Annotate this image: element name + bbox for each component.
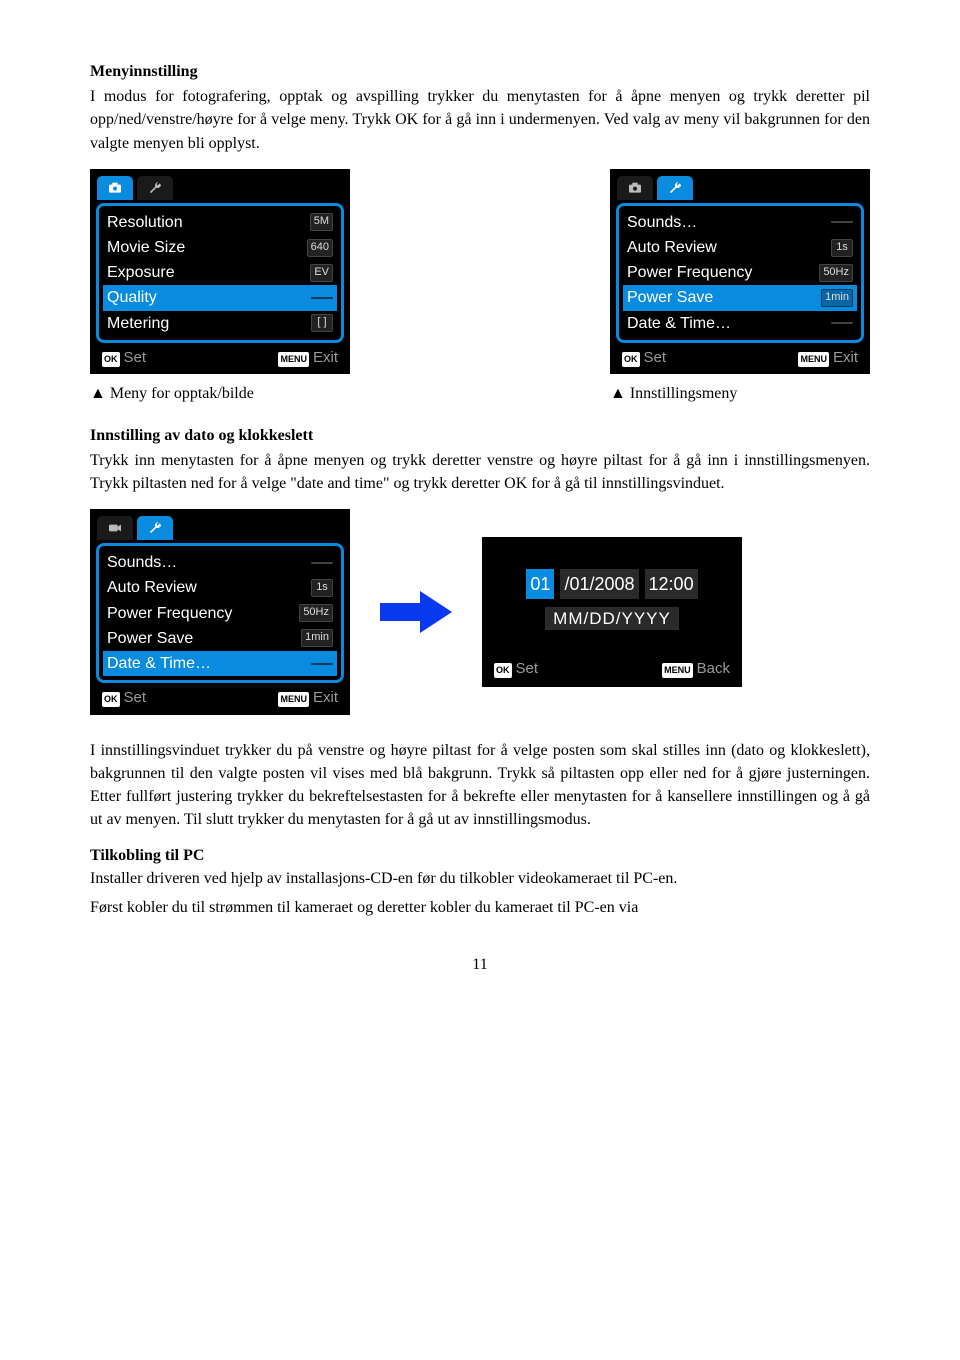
menu-item-powersave: Power Save1min <box>623 285 857 310</box>
tab-camera-icon <box>96 175 134 201</box>
paragraph-connect: Først kobler du til strømmen til kamerae… <box>90 896 870 919</box>
ok-key-icon: OK <box>622 352 640 367</box>
menu-item-sounds: Sounds… <box>623 210 857 235</box>
menu-key-icon: MENU <box>278 352 309 367</box>
ok-key-icon: OK <box>494 663 512 678</box>
menu-footer: OKSet MENUExit <box>96 683 344 709</box>
menu-settings-datetime: Sounds… Auto Review1s Power Frequency50H… <box>90 509 350 715</box>
menu-list: Resolution5M Movie Size640 ExposureEV Qu… <box>96 203 344 343</box>
tab-wrench-icon <box>656 175 694 201</box>
datetime-editor: 01 /01/2008 12:00 MM/DD/YYYY OKSet MENUB… <box>482 537 742 687</box>
caption-capture-menu: ▲ Meny for opptak/bilde <box>90 382 350 405</box>
tab-wrench-icon <box>136 175 174 201</box>
caption-settings-menu: ▲ Innstillingsmeny <box>610 382 870 405</box>
menu-item-powerfreq: Power Frequency50Hz <box>103 601 337 626</box>
menu-item-datetime: Date & Time… <box>623 311 857 336</box>
menu-list: Sounds… Auto Review1s Power Frequency50H… <box>616 203 864 343</box>
menu-screenshot-row-2: Sounds… Auto Review1s Power Frequency50H… <box>90 509 870 715</box>
menu-item-autoreview: Auto Review1s <box>623 235 857 260</box>
menu-key-icon: MENU <box>662 663 693 678</box>
ok-key-icon: OK <box>102 692 120 707</box>
menu-item-metering: Metering[ ] <box>103 311 337 336</box>
menu-item-quality: Quality <box>103 285 337 310</box>
tab-strip <box>96 515 344 541</box>
menu-item-powersave: Power Save1min <box>103 626 337 651</box>
tab-camera-icon <box>616 175 654 201</box>
caption-row: ▲ Meny for opptak/bilde ▲ Innstillingsme… <box>90 382 870 405</box>
menu-capture: Resolution5M Movie Size640 ExposureEV Qu… <box>90 169 350 375</box>
heading-menu-settings: Menyinnstilling <box>90 60 870 83</box>
menu-settings: Sounds… Auto Review1s Power Frequency50H… <box>610 169 870 375</box>
heading-datetime: Innstilling av dato og klokkeslett <box>90 424 870 447</box>
tab-strip <box>616 175 864 201</box>
arrow-right-icon <box>380 589 452 635</box>
menu-footer: OKSet MENUExit <box>616 343 864 369</box>
menu-screenshot-row-1: Resolution5M Movie Size640 ExposureEV Qu… <box>90 169 870 375</box>
menu-key-icon: MENU <box>798 352 829 367</box>
menu-footer: OKSet MENUExit <box>96 343 344 369</box>
menu-item-exposure: ExposureEV <box>103 260 337 285</box>
rest-of-date: /01/2008 <box>560 569 638 599</box>
date-format: MM/DD/YYYY <box>494 607 730 632</box>
menu-item-sounds: Sounds… <box>103 550 337 575</box>
menu-list: Sounds… Auto Review1s Power Frequency50H… <box>96 543 344 683</box>
tab-wrench-icon <box>136 515 174 541</box>
paragraph-adjust: I innstillingsvinduet trykker du på vens… <box>90 739 870 832</box>
paragraph-intro: I modus for fotografering, opptak og avs… <box>90 85 870 155</box>
menu-key-icon: MENU <box>278 692 309 707</box>
menu-item-datetime: Date & Time… <box>103 651 337 676</box>
tab-video-icon <box>96 515 134 541</box>
menu-item-autoreview: Auto Review1s <box>103 575 337 600</box>
menu-item-powerfreq: Power Frequency50Hz <box>623 260 857 285</box>
datetime-row: 01 /01/2008 12:00 <box>494 569 730 599</box>
heading-pc: Tilkobling til PC <box>90 844 870 867</box>
paragraph-datetime: Trykk inn menytasten for å åpne menyen o… <box>90 449 870 495</box>
datetime-footer: OKSet MENUBack <box>494 658 730 680</box>
month-field: 01 <box>526 569 554 599</box>
menu-item-resolution: Resolution5M <box>103 210 337 235</box>
tab-strip <box>96 175 344 201</box>
time-field: 12:00 <box>645 569 698 599</box>
page-number: 11 <box>90 953 870 976</box>
menu-item-moviesize: Movie Size640 <box>103 235 337 260</box>
paragraph-driver: Installer driveren ved hjelp av installa… <box>90 867 870 890</box>
ok-key-icon: OK <box>102 352 120 367</box>
